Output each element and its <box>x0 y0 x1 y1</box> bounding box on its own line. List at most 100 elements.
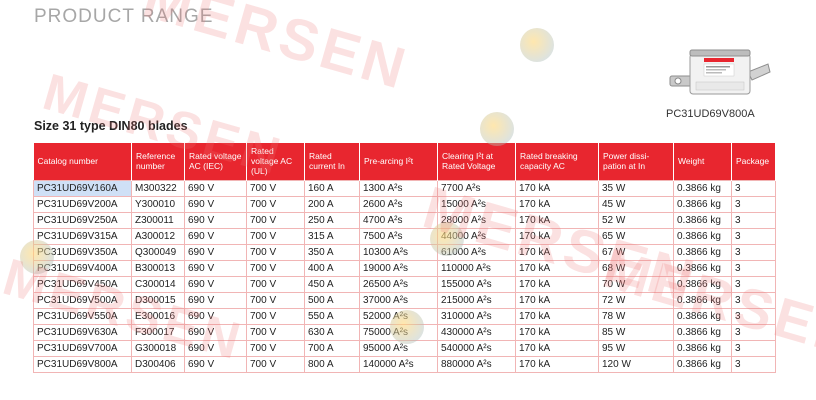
column-header-weight: Weight <box>673 143 732 180</box>
cell-clearing: 430000 A²s <box>437 323 516 341</box>
cell-pre-arcing: 75000 A²s <box>359 323 438 341</box>
cell-weight: 0.3866 kg <box>673 211 732 229</box>
cell-catalog-number[interactable]: PC31UD69V550A <box>33 307 132 325</box>
table-row: PC31UD69V450A C300014 690 V 700 V 450 A 26500… <box>33 275 776 293</box>
cell-voltage-iec: 690 V <box>184 323 247 341</box>
cell-power-dissipation: 65 W <box>598 227 674 245</box>
cell-clearing: 215000 A²s <box>437 291 516 309</box>
cell-pre-arcing: 7500 A²s <box>359 227 438 245</box>
cell-power-dissipation: 120 W <box>598 355 674 373</box>
table-row: PC31UD69V315A A300012 690 V 700 V 315 A 7500 … <box>33 227 776 245</box>
cell-reference-number: E300016 <box>131 307 185 325</box>
table-row: PC31UD69V350A Q300049 690 V 700 V 350 A 10300… <box>33 243 776 261</box>
cell-rated-current: 200 A <box>304 195 360 213</box>
cell-package: 3 <box>731 355 776 373</box>
cell-catalog-number[interactable]: PC31UD69V700A <box>33 339 132 357</box>
cell-catalog-number[interactable]: PC31UD69V630A <box>33 323 132 341</box>
column-header-clearing: Clearing I²t at Rated Voltage <box>437 143 516 180</box>
cell-rated-current: 400 A <box>304 259 360 277</box>
cell-clearing: 15000 A²s <box>437 195 516 213</box>
cell-package: 3 <box>731 339 776 357</box>
cell-voltage-iec: 690 V <box>184 275 247 293</box>
cell-breaking-capacity: 170 kA <box>515 179 599 197</box>
cell-clearing: 310000 A²s <box>437 307 516 325</box>
cell-breaking-capacity: 170 kA <box>515 291 599 309</box>
cell-reference-number: D300406 <box>131 355 185 373</box>
cell-package: 3 <box>731 179 776 197</box>
cell-voltage-ul: 700 V <box>246 195 305 213</box>
cell-voltage-iec: 690 V <box>184 227 247 245</box>
cell-breaking-capacity: 170 kA <box>515 307 599 325</box>
cell-catalog-number[interactable]: PC31UD69V450A <box>33 275 132 293</box>
spec-table: Catalog number Reference number Rated vo… <box>33 143 776 373</box>
cell-voltage-ul: 700 V <box>246 323 305 341</box>
cell-weight: 0.3866 kg <box>673 291 732 309</box>
cell-reference-number: M300322 <box>131 179 185 197</box>
cell-reference-number: B300013 <box>131 259 185 277</box>
table-row: PC31UD69V250A Z300011 690 V 700 V 250 A 4700 … <box>33 211 776 229</box>
column-header-rated-current: Rated current In <box>304 143 360 180</box>
column-header-pre-arcing: Pre-arcing I²t <box>359 143 438 180</box>
cell-pre-arcing: 26500 A²s <box>359 275 438 293</box>
cell-package: 3 <box>731 259 776 277</box>
fuse-product-image <box>669 49 771 95</box>
cell-catalog-number[interactable]: PC31UD69V250A <box>33 211 132 229</box>
column-header-reference-number: Reference number <box>131 143 185 180</box>
cell-catalog-number[interactable]: PC31UD69V160A <box>33 179 132 197</box>
cell-reference-number: C300014 <box>131 275 185 293</box>
cell-voltage-iec: 690 V <box>184 291 247 309</box>
cell-weight: 0.3866 kg <box>673 339 732 357</box>
table-header-row: Catalog number Reference number Rated vo… <box>33 143 776 180</box>
cell-weight: 0.3866 kg <box>673 227 732 245</box>
table-row: PC31UD69V160A M300322 690 V 700 V 160 A 1300 … <box>33 179 776 197</box>
cell-weight: 0.3866 kg <box>673 259 732 277</box>
cell-voltage-ul: 700 V <box>246 275 305 293</box>
cell-package: 3 <box>731 275 776 293</box>
cell-package: 3 <box>731 195 776 213</box>
cell-catalog-number[interactable]: PC31UD69V400A <box>33 259 132 277</box>
cell-clearing: 61000 A²s <box>437 243 516 261</box>
cell-clearing: 540000 A²s <box>437 339 516 357</box>
cell-rated-current: 800 A <box>304 355 360 373</box>
cell-voltage-ul: 700 V <box>246 211 305 229</box>
cell-clearing: 155000 A²s <box>437 275 516 293</box>
cell-package: 3 <box>731 323 776 341</box>
cell-weight: 0.3866 kg <box>673 355 732 373</box>
cell-breaking-capacity: 170 kA <box>515 227 599 245</box>
table-row: PC31UD69V200A Y300010 690 V 700 V 200 A 2600 … <box>33 195 776 213</box>
table-row: PC31UD69V400A B300013 690 V 700 V 400 A 19000… <box>33 259 776 277</box>
cell-voltage-iec: 690 V <box>184 355 247 373</box>
cell-clearing: 110000 A²s <box>437 259 516 277</box>
cell-rated-current: 315 A <box>304 227 360 245</box>
column-header-package: Package <box>731 143 776 180</box>
cell-reference-number: Z300011 <box>131 211 185 229</box>
cell-package: 3 <box>731 211 776 229</box>
cell-power-dissipation: 45 W <box>598 195 674 213</box>
cell-catalog-number[interactable]: PC31UD69V800A <box>33 355 132 373</box>
cell-power-dissipation: 78 W <box>598 307 674 325</box>
cell-power-dissipation: 72 W <box>598 291 674 309</box>
cell-catalog-number[interactable]: PC31UD69V200A <box>33 195 132 213</box>
cell-reference-number: D300015 <box>131 291 185 309</box>
cell-voltage-iec: 690 V <box>184 179 247 197</box>
cell-voltage-iec: 690 V <box>184 211 247 229</box>
cell-weight: 0.3866 kg <box>673 243 732 261</box>
cell-power-dissipation: 67 W <box>598 243 674 261</box>
cell-catalog-number[interactable]: PC31UD69V500A <box>33 291 132 309</box>
column-header-rated-voltage-ul: Rated voltage AC (UL) <box>246 143 305 180</box>
cell-rated-current: 160 A <box>304 179 360 197</box>
column-header-power-dissipation: Power dissi-pation at In <box>598 143 674 180</box>
cell-power-dissipation: 68 W <box>598 259 674 277</box>
column-header-catalog-number: Catalog number <box>33 143 132 180</box>
cell-rated-current: 450 A <box>304 275 360 293</box>
cell-rated-current: 700 A <box>304 339 360 357</box>
table-row: PC31UD69V500A D300015 690 V 700 V 500 A 37000… <box>33 291 776 309</box>
cell-weight: 0.3866 kg <box>673 275 732 293</box>
cell-clearing: 880000 A²s <box>437 355 516 373</box>
product-caption: PC31UD69V800A <box>666 108 755 120</box>
cell-catalog-number[interactable]: PC31UD69V315A <box>33 227 132 245</box>
cell-catalog-number[interactable]: PC31UD69V350A <box>33 243 132 261</box>
cell-breaking-capacity: 170 kA <box>515 355 599 373</box>
watermark-globe-icon <box>480 112 514 146</box>
cell-power-dissipation: 52 W <box>598 211 674 229</box>
